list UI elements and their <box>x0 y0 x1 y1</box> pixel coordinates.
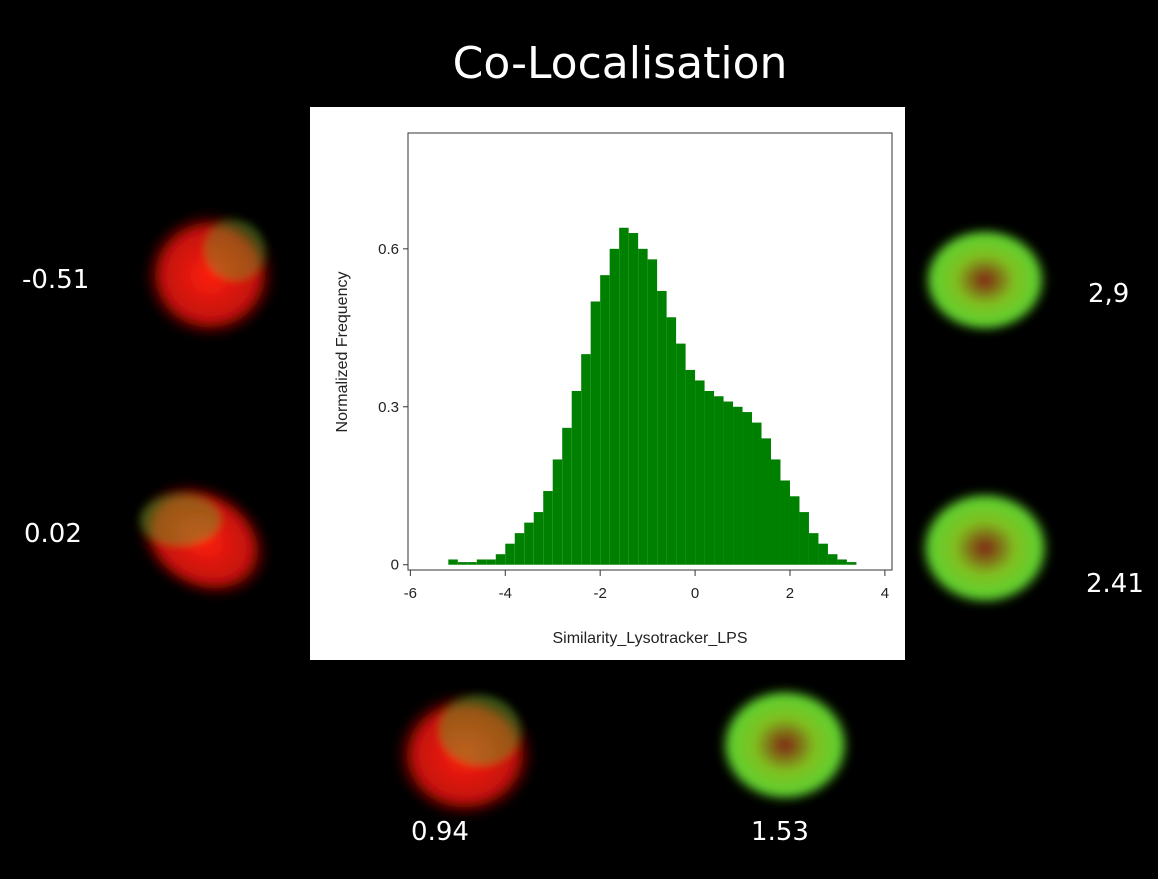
bar <box>543 491 553 565</box>
bar <box>590 301 601 565</box>
bar <box>723 401 734 565</box>
bar <box>827 554 838 565</box>
bar <box>771 459 781 565</box>
bar <box>780 480 790 565</box>
plot-frame <box>407 132 893 571</box>
bar <box>619 227 629 565</box>
bar <box>808 533 819 565</box>
x-axis-title: Similarity_Lysotracker_LPS <box>552 630 747 647</box>
bar <box>495 554 506 565</box>
bar <box>685 369 696 565</box>
cell-images <box>134 210 1053 820</box>
bar <box>704 390 715 565</box>
slide-title: Co-Localisation <box>453 38 788 89</box>
bar <box>799 512 809 565</box>
cell-image <box>920 225 1050 335</box>
cell-image <box>205 220 265 280</box>
bar <box>761 438 771 565</box>
bar <box>742 412 753 565</box>
x-tick-label: -6 <box>404 585 417 602</box>
bar <box>524 522 534 565</box>
cell-label: -0.51 <box>22 265 89 295</box>
bar <box>846 562 857 565</box>
y-axis-title: Normalized Frequency <box>334 272 351 433</box>
cell-image <box>140 495 220 545</box>
bar <box>628 233 639 565</box>
bar <box>638 248 648 565</box>
bar <box>486 559 496 565</box>
bar <box>714 396 724 565</box>
x-tick-label: 4 <box>881 585 889 602</box>
bar <box>676 343 686 565</box>
bar <box>733 406 743 565</box>
x-tick-label: -2 <box>594 585 607 602</box>
cell-image <box>717 685 853 805</box>
bar <box>467 562 477 565</box>
bar <box>666 317 677 565</box>
cell-label: 1.53 <box>751 817 809 847</box>
bar <box>476 559 487 565</box>
bar <box>571 390 582 565</box>
bar <box>818 543 828 565</box>
cell-image <box>440 695 520 765</box>
x-tick-label: 0 <box>691 585 699 602</box>
bar <box>448 559 458 565</box>
cell-label: 2,9 <box>1088 279 1129 309</box>
bar <box>789 496 800 565</box>
cell-label: 0.02 <box>24 519 82 549</box>
y-tick-label: 0.3 <box>378 399 399 416</box>
bar <box>657 290 667 565</box>
bar <box>581 354 591 565</box>
bar <box>562 427 572 565</box>
cell-label: 2.41 <box>1086 569 1144 599</box>
x-tick-label: -4 <box>499 585 512 602</box>
bar <box>514 533 525 565</box>
y-tick-label: 0.6 <box>378 241 399 258</box>
bar <box>552 459 563 565</box>
cell-image <box>917 488 1053 608</box>
histogram: 0 0.3 0.6 -6 -4 -2 0 2 4 <box>378 227 889 602</box>
y-tick-label: 0 <box>391 557 399 574</box>
bar <box>457 562 468 565</box>
bar <box>609 248 620 565</box>
bar <box>505 543 515 565</box>
x-tick-label: 2 <box>786 585 794 602</box>
bar <box>647 259 658 565</box>
bar <box>837 559 847 565</box>
bar <box>600 275 610 565</box>
cell-image <box>142 210 278 340</box>
cell-label: 0.94 <box>411 817 469 847</box>
bar <box>695 380 705 565</box>
bar <box>752 422 762 565</box>
bar <box>533 512 544 565</box>
